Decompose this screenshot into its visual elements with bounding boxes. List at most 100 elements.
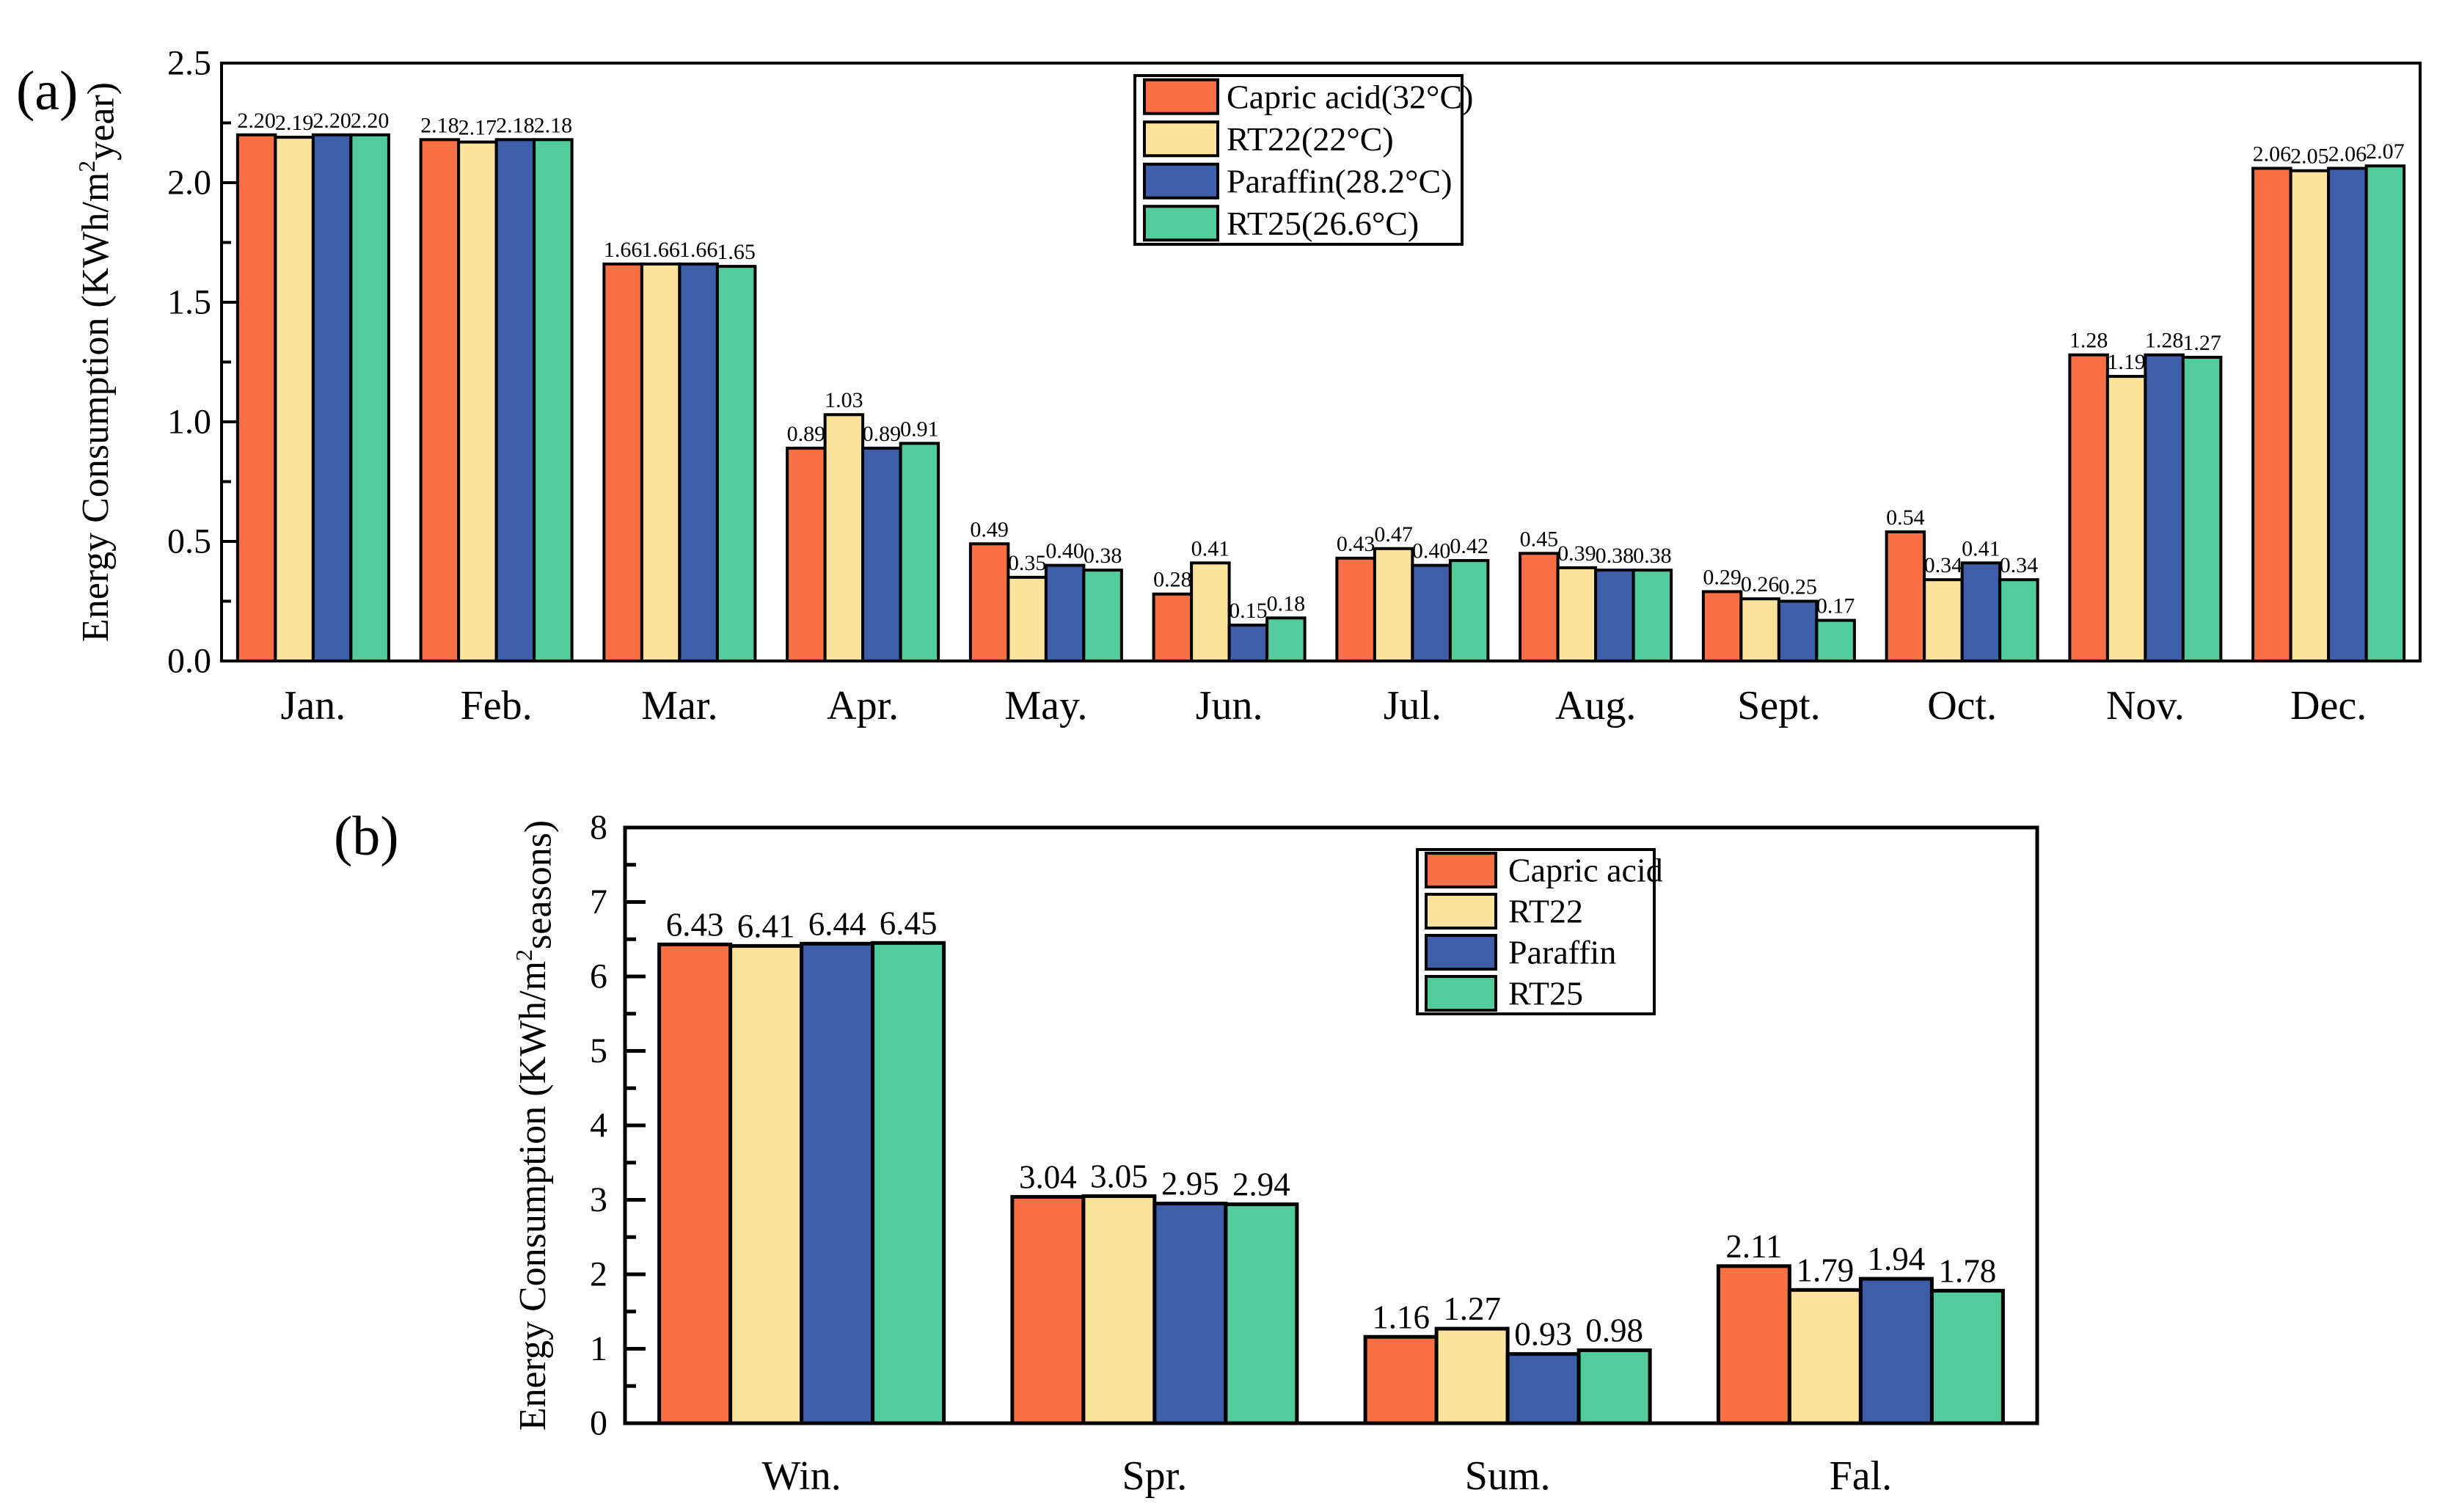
bar: [1576, 1348, 1652, 1425]
bar-value-label: 1.28: [2145, 329, 2184, 353]
x-category-label: Oct.: [1927, 683, 1997, 728]
bar-value-label: 0.29: [1703, 565, 1742, 589]
bar: [311, 133, 353, 663]
bar-value-label: 0.43: [1337, 532, 1375, 556]
y-tick-label: 4: [590, 1106, 607, 1145]
y-tick-label: 0.0: [167, 642, 211, 681]
y-axis-label: Energy Consumption (KWh/m2seasons): [511, 820, 559, 1431]
bar: [1594, 569, 1635, 662]
bar-value-label: 1.65: [717, 240, 756, 264]
bar-value-label: 3.05: [1090, 1158, 1148, 1194]
bar: [1152, 592, 1194, 662]
y-tick-label: 1.0: [167, 403, 211, 442]
bar: [602, 262, 643, 662]
plot-border: [623, 825, 2039, 1425]
bar-value-label: 0.98: [1585, 1312, 1643, 1349]
bar: [1373, 547, 1414, 663]
bar-value-label: 2.19: [275, 111, 314, 135]
x-category-label: Win.: [762, 1453, 841, 1499]
bar: [1885, 530, 1926, 663]
bar-value-label: 2.18: [420, 113, 459, 137]
bar: [1998, 578, 2039, 662]
y-axis-ticks: [625, 825, 646, 1425]
bar-value-label: 1.66: [604, 238, 643, 262]
bar-value-label: 2.06: [2328, 142, 2367, 166]
bar-value-label: 1.78: [1939, 1252, 1997, 1289]
bar: [1716, 1264, 1791, 1425]
legend-swatch: [1425, 975, 1497, 1012]
bar-value-label: 1.94: [1868, 1241, 1926, 1277]
x-axis-category-labels: Jan. Feb. Mar. Apr. May. Jun. Jul. Aug. Sept. Oct…: [281, 683, 2367, 728]
x-category-label: Apr.: [827, 683, 899, 728]
bar: [2327, 167, 2368, 662]
value-labels: 2.20 2.18 1.66 0.89 0.49 0.28 0.43 0.45 0.29 0.54…: [237, 109, 2404, 623]
y-tick-label: 2: [590, 1255, 607, 1294]
bar: [899, 442, 940, 663]
bar: [1411, 563, 1452, 662]
legend-swatch: [1143, 78, 1219, 115]
bar-value-label: 0.89: [787, 422, 826, 446]
bar: [1448, 559, 1490, 663]
bar-value-label: 0.34: [1924, 553, 1963, 577]
bar-value-label: 2.18: [534, 113, 573, 137]
y-tick-label: 7: [590, 883, 607, 921]
bar: [1505, 1352, 1581, 1425]
bar-value-label: 0.39: [1557, 541, 1596, 566]
y-axis-label: Energy Consumption (KWh/m2year): [73, 82, 122, 642]
bar: [1923, 578, 1964, 662]
bar: [1777, 599, 1819, 662]
bars: [235, 133, 2406, 663]
bar-value-label: 0.54: [1886, 505, 1925, 530]
bar-value-label: 2.95: [1161, 1166, 1219, 1202]
legend-label: Capric acid(32°C): [1227, 78, 1473, 115]
bar: [2289, 169, 2331, 662]
y-tick-label: 0.5: [167, 522, 211, 561]
y-tick-label: 1.5: [167, 283, 211, 322]
bar: [235, 133, 277, 663]
bar-value-label: 6.44: [808, 905, 866, 942]
legend-swatch: [1143, 205, 1219, 242]
legend-label: RT22(22°C): [1227, 120, 1394, 158]
bar-value-label: 2.06: [2253, 142, 2292, 166]
bar-value-label: 0.18: [1267, 591, 1306, 616]
bar: [1081, 1194, 1157, 1425]
bar-value-label: 2.18: [496, 113, 535, 137]
bar: [1044, 563, 1086, 662]
bar-value-label: 2.94: [1232, 1166, 1290, 1203]
bar-value-label: 0.41: [1962, 536, 2001, 560]
bar: [1632, 569, 1673, 662]
legend: Capric acid(32°C) RT22(22°C) Paraffin(28.2…: [1133, 74, 1473, 246]
legend-label: RT22: [1508, 893, 1583, 930]
bar-value-label: 0.49: [970, 517, 1009, 541]
bar-value-label: 0.26: [1741, 572, 1780, 596]
legend-swatch: [1425, 893, 1497, 930]
bar: [1010, 1194, 1086, 1425]
bar: [494, 138, 536, 662]
legend-swatch: [1425, 852, 1497, 888]
bar: [1519, 552, 1560, 662]
bar: [2144, 353, 2185, 662]
x-category-label: Spr.: [1122, 1453, 1188, 1499]
bar-value-label: 2.20: [313, 109, 351, 133]
legend: Capric acid RT22 Paraffin RT25: [1416, 848, 1663, 1015]
bar: [1152, 1202, 1228, 1425]
legend-label: Capric acid: [1508, 852, 1663, 889]
bar-value-label: 0.40: [1412, 539, 1451, 563]
bar: [1434, 1326, 1510, 1425]
x-category-label: Jul.: [1384, 683, 1442, 728]
plot-border: [220, 62, 2422, 662]
bar: [2251, 167, 2292, 662]
bar-value-label: 2.07: [2366, 139, 2405, 164]
value-labels: 6.43 3.04 1.16 2.11 6.41 3.05 1.27 1.79 6.44 2.95…: [666, 905, 1997, 1352]
bar-value-label: 0.45: [1520, 527, 1559, 551]
bar-value-label: 1.27: [2182, 331, 2221, 355]
bar-value-label: 0.47: [1374, 522, 1413, 547]
bar: [1190, 561, 1231, 663]
bar-value-label: 0.38: [1084, 544, 1122, 568]
bar: [715, 265, 757, 663]
bar: [657, 942, 733, 1425]
legend-swatch: [1143, 120, 1219, 158]
x-category-label: Sum.: [1465, 1453, 1551, 1499]
bar: [786, 446, 827, 662]
